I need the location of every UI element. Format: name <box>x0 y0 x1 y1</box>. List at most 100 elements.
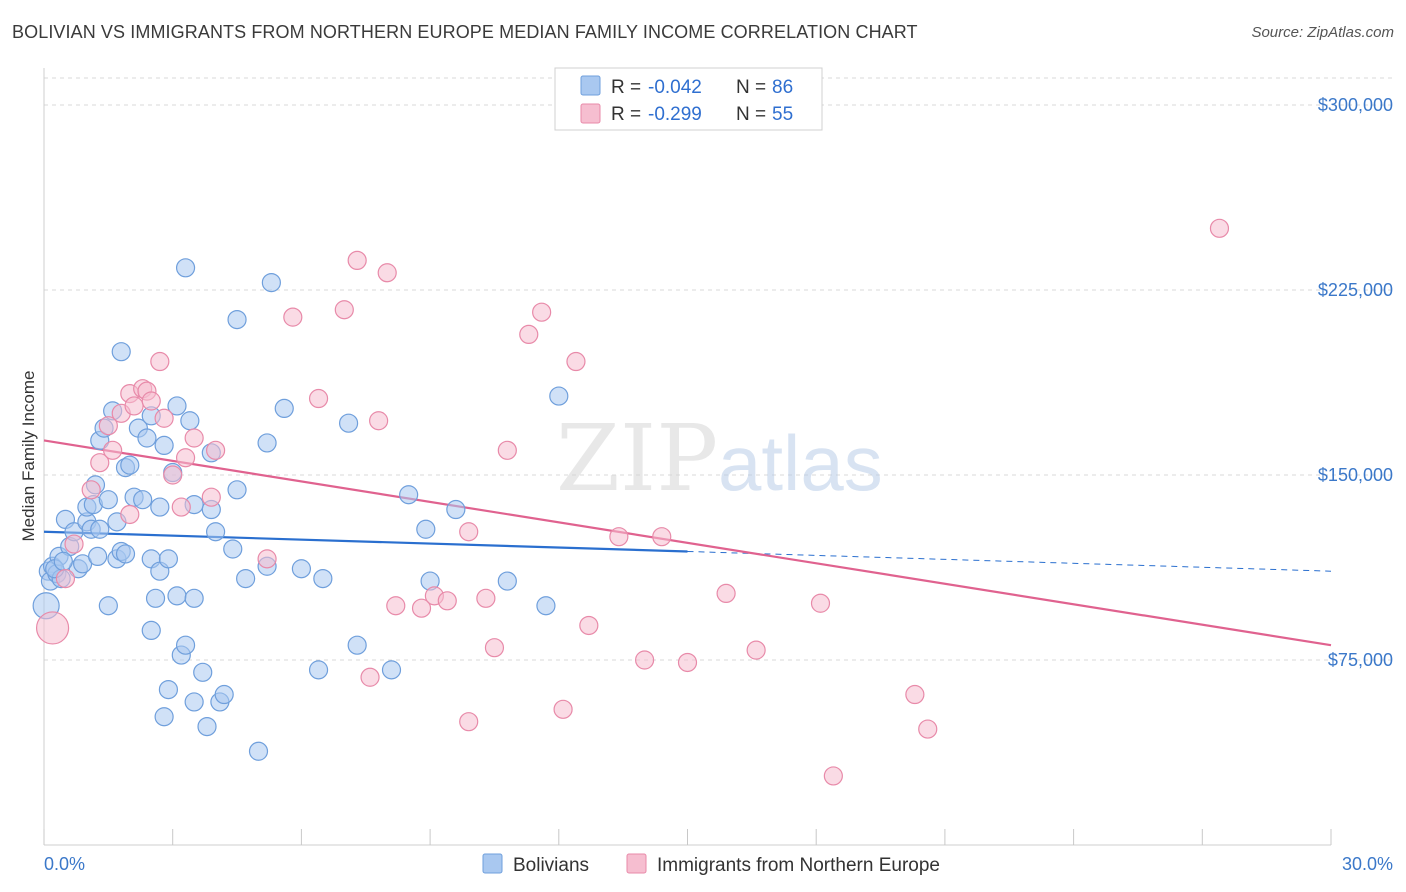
stats-n-label-1: N = <box>736 77 766 98</box>
point-bolivians <box>158 549 179 569</box>
stats-legend-swatch-northern-europe <box>580 103 601 124</box>
trend-line-northern-europe <box>43 439 1332 647</box>
point-northern-europe <box>716 583 736 604</box>
point-bolivians <box>206 522 226 542</box>
stats-r-label-2: R = <box>611 104 641 125</box>
point-bolivians <box>347 635 367 655</box>
point-bolivians <box>193 662 213 682</box>
point-northern-europe <box>579 615 599 636</box>
point-bolivians <box>115 544 136 564</box>
point-bolivians <box>120 455 140 475</box>
point-northern-europe <box>184 428 204 448</box>
data-points <box>32 218 1230 786</box>
point-northern-europe <box>201 487 221 507</box>
point-northern-europe <box>437 591 457 611</box>
y-tick-label: $225,000 <box>1318 280 1393 300</box>
point-bolivians <box>175 258 196 278</box>
trend-line-bolivians-extrapolated <box>687 550 1332 572</box>
point-bolivians <box>416 519 436 539</box>
point-northern-europe <box>55 568 76 589</box>
point-northern-europe <box>120 504 140 525</box>
stats-n-label-2: N = <box>736 104 766 125</box>
point-northern-europe <box>334 300 354 320</box>
point-northern-europe <box>369 411 389 431</box>
x-tick-marks <box>43 829 1332 845</box>
point-northern-europe <box>360 667 380 687</box>
point-northern-europe <box>206 440 226 460</box>
point-bolivians <box>227 480 247 500</box>
point-northern-europe <box>532 302 552 322</box>
legend-label-northern-europe: Immigrants from Northern Europe <box>657 855 940 876</box>
point-bolivians <box>338 413 359 433</box>
point-bolivians <box>313 568 333 589</box>
point-bolivians <box>98 596 118 616</box>
point-northern-europe <box>347 250 367 270</box>
point-bolivians <box>90 519 110 539</box>
point-northern-europe <box>476 588 496 608</box>
point-northern-europe <box>810 593 831 613</box>
stats-r-value-1: -0.042 <box>648 77 702 98</box>
point-northern-europe <box>459 522 479 542</box>
point-northern-europe <box>411 598 432 618</box>
point-northern-europe <box>171 497 191 517</box>
point-northern-europe <box>124 396 144 416</box>
point-bolivians <box>53 551 73 571</box>
watermark-zip: ZIP <box>556 405 718 512</box>
point-bolivians <box>308 660 329 680</box>
point-bolivians <box>141 620 161 641</box>
point-northern-europe <box>459 712 479 732</box>
point-northern-europe <box>823 766 843 786</box>
point-bolivians <box>175 635 196 655</box>
point-northern-europe <box>905 684 925 705</box>
point-northern-europe <box>175 448 196 468</box>
y-tick-label: $75,000 <box>1328 650 1393 670</box>
y-tick-labels: $75,000 $150,000 $225,000 $300,000 <box>1318 95 1393 670</box>
point-northern-europe <box>519 324 539 344</box>
point-bolivians <box>154 707 174 727</box>
stats-n-value-2: 55 <box>772 104 793 125</box>
point-northern-europe <box>553 699 573 719</box>
y-tick-label: $300,000 <box>1318 95 1393 115</box>
stats-n-value-1: 86 <box>772 77 793 98</box>
x-tick-label-min: 0.0% <box>44 854 85 874</box>
point-northern-europe <box>64 534 84 554</box>
point-northern-europe <box>609 527 629 547</box>
legend-swatch-northern-europe <box>626 853 647 874</box>
point-northern-europe <box>386 596 406 616</box>
point-northern-europe <box>283 307 303 327</box>
point-bolivians <box>536 596 556 616</box>
point-bolivians <box>223 539 243 559</box>
point-bolivians <box>197 716 217 737</box>
point-bolivians <box>145 588 166 608</box>
point-northern-europe <box>746 640 766 660</box>
stats-legend: R = -0.042 N = 86 R = -0.299 N = 55 <box>554 67 823 131</box>
point-northern-europe <box>35 611 70 645</box>
point-bolivians <box>137 428 157 448</box>
point-bolivians <box>236 568 256 589</box>
point-bolivians <box>167 396 187 416</box>
point-bolivians <box>184 692 204 712</box>
point-bolivians <box>133 490 153 510</box>
point-northern-europe <box>497 440 517 460</box>
point-bolivians <box>150 497 170 517</box>
point-northern-europe <box>98 416 118 436</box>
x-tick-label-max: 30.0% <box>1342 854 1393 874</box>
point-northern-europe <box>634 650 655 670</box>
point-bolivians <box>111 342 131 362</box>
point-northern-europe <box>652 527 672 547</box>
point-northern-europe <box>81 480 101 500</box>
point-bolivians <box>261 273 281 293</box>
trend-lines <box>43 439 1332 647</box>
point-bolivians <box>184 588 204 608</box>
point-northern-europe <box>150 351 170 372</box>
y-axis-label: Median Family Income <box>19 370 38 541</box>
stats-r-label-1: R = <box>611 77 641 98</box>
point-northern-europe <box>154 408 174 428</box>
point-bolivians <box>248 741 269 761</box>
point-bolivians <box>88 546 108 567</box>
legend-label-bolivians: Bolivians <box>513 855 589 876</box>
point-bolivians <box>274 398 294 418</box>
point-bolivians <box>98 490 118 510</box>
stats-r-value-2: -0.299 <box>648 104 702 125</box>
point-northern-europe <box>103 440 123 460</box>
